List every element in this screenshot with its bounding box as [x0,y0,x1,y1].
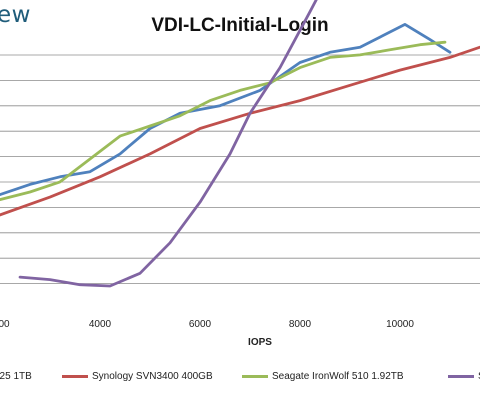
x-axis-label: IOPS [248,337,272,348]
brand-logo: ew [0,2,31,28]
chart-title: VDI-LC-Initial-Login [151,15,329,36]
x-tick-label: 10000 [386,319,414,330]
series-line-3 [0,40,447,202]
legend-swatch [448,375,474,378]
x-tick-label: 4000 [89,319,112,330]
legend-swatch [242,375,268,378]
x-tick-label: 8000 [289,319,312,330]
legend: 525 1TB Synology SVN3400 400GB Seagate Iro… [0,371,480,389]
legend-label: 525 1TB [0,371,32,382]
series-line-1 [0,22,452,197]
legend-item: Seagate IronWolf 510 1.92TB [242,371,404,382]
legend-label: Synology SVN3400 400GB [92,371,213,382]
legend-swatch [62,375,88,378]
legend-label: S [478,371,480,382]
legend-item: Synology SVN3400 400GB [62,371,213,382]
x-tick-labels: 00 4000 6000 8000 10000 [0,319,414,330]
legend-label: Seagate IronWolf 510 1.92TB [272,371,404,382]
series-line-4 [18,0,318,288]
x-tick-label: 00 [0,319,10,330]
legend-item: S [448,371,480,382]
series-lines [0,0,480,288]
legend-item: 525 1TB [0,371,32,382]
x-tick-label: 6000 [189,319,212,330]
